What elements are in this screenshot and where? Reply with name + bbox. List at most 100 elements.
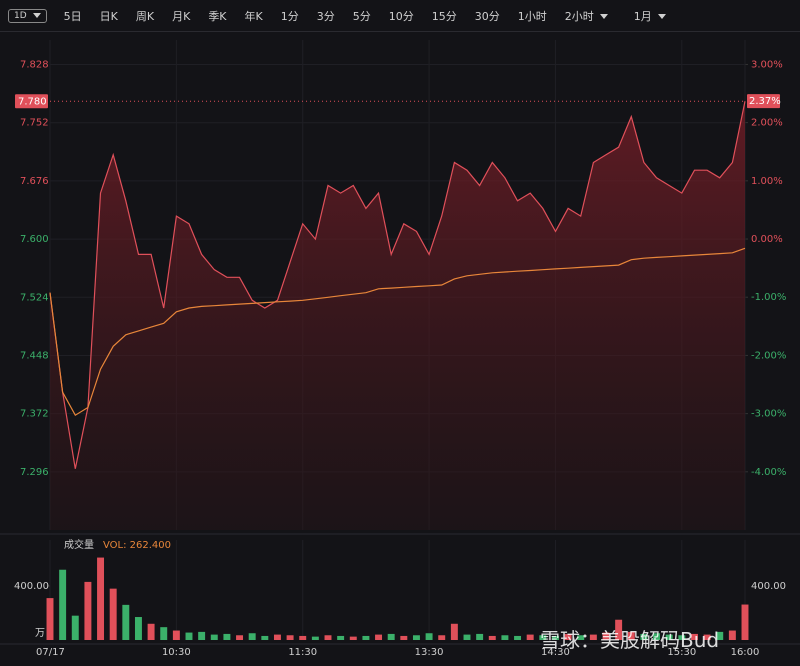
toolbar: 1D 5日 日K 周K 月K 季K 年K 1分 3分 5分 10分 15分 30分 1小时 2小时 1月 bbox=[0, 0, 800, 32]
toolbar-button[interactable]: 季K bbox=[208, 9, 227, 23]
volume-bar bbox=[615, 619, 623, 640]
volume-bar bbox=[488, 635, 496, 640]
y2-tick-label: -4.00% bbox=[751, 467, 786, 478]
volume-bar bbox=[311, 636, 319, 640]
toolbar-button[interactable]: 1分 bbox=[280, 9, 299, 23]
x-tick-label: 15:30 bbox=[667, 647, 696, 658]
volume-bar bbox=[172, 630, 180, 640]
volume-bar bbox=[349, 636, 357, 640]
volume-bar bbox=[400, 635, 408, 640]
toolbar-button[interactable]: 30分 bbox=[474, 9, 500, 23]
toolbar-button[interactable]: 年K bbox=[244, 9, 263, 23]
volume-bar bbox=[412, 635, 420, 640]
last-pct-label: 2.37% bbox=[749, 96, 781, 107]
volume-bar bbox=[299, 635, 307, 640]
toolbar-button[interactable]: 日K bbox=[99, 9, 118, 23]
volume-bar bbox=[147, 623, 155, 640]
y2-tick-label: 0.00% bbox=[751, 234, 783, 245]
y-tick-label: 7.524 bbox=[20, 292, 49, 303]
volume-bar bbox=[514, 635, 522, 640]
volume-bar bbox=[501, 635, 509, 640]
last-pct-box bbox=[747, 94, 780, 109]
volume-bar bbox=[653, 633, 661, 640]
volume-tick-label: 400.00 bbox=[14, 581, 49, 592]
volume-bar bbox=[198, 631, 206, 640]
volume-bar bbox=[627, 631, 635, 640]
volume-bar bbox=[46, 598, 54, 640]
volume-bar bbox=[362, 635, 370, 640]
y-tick-label: 7.676 bbox=[20, 176, 49, 187]
volume-bar bbox=[577, 635, 585, 640]
volume-bar bbox=[716, 631, 724, 640]
volume-bar bbox=[286, 635, 294, 640]
last-price-label: 7.780 bbox=[18, 96, 47, 107]
toolbar-button[interactable]: 周K bbox=[135, 9, 155, 23]
y2-tick-label: 3.00% bbox=[751, 59, 783, 70]
last-price-box bbox=[15, 94, 48, 109]
toolbar-button[interactable]: 15分 bbox=[431, 9, 457, 23]
volume-bar bbox=[690, 633, 698, 640]
volume-bar bbox=[539, 635, 547, 640]
volume-bar bbox=[665, 634, 673, 640]
volume-tick-label: 400.00 bbox=[751, 581, 786, 592]
y2-tick-label: 2.00% bbox=[751, 118, 783, 129]
volume-bar bbox=[185, 632, 193, 640]
x-tick-label: 14:30 bbox=[541, 647, 570, 658]
volume-bar bbox=[375, 634, 383, 640]
toolbar-button[interactable]: 月K bbox=[172, 9, 191, 23]
volume-bar bbox=[236, 635, 244, 640]
volume-bar bbox=[210, 634, 218, 640]
toolbar-button[interactable]: 2小时 bbox=[556, 8, 617, 24]
x-tick-label: 07/17 bbox=[36, 647, 65, 658]
toolbar-button[interactable]: 1小时 bbox=[517, 9, 547, 23]
toolbar-button[interactable]: 3分 bbox=[316, 9, 335, 23]
price-line bbox=[49, 101, 746, 469]
volume-bar bbox=[97, 557, 105, 640]
volume-bar bbox=[438, 635, 446, 640]
y-tick-label: 7.600 bbox=[20, 234, 49, 245]
y2-tick-label: 1.00% bbox=[751, 176, 783, 187]
volume-bar bbox=[678, 635, 686, 640]
x-tick-label: 11:30 bbox=[288, 647, 317, 658]
average-line bbox=[49, 247, 746, 417]
volume-bar bbox=[134, 617, 142, 640]
volume-bar bbox=[273, 634, 281, 640]
volume-bar bbox=[450, 623, 458, 640]
volume-bar bbox=[589, 634, 597, 640]
volume-bar bbox=[564, 633, 572, 640]
y-tick-label: 7.828 bbox=[20, 60, 49, 71]
y2-tick-label: -2.00% bbox=[751, 350, 786, 361]
toolbar-button[interactable]: 1月 bbox=[625, 8, 675, 24]
x-tick-label: 10:30 bbox=[162, 647, 191, 658]
volume-readout: VOL: 262.400 bbox=[103, 540, 171, 551]
toolbar-button[interactable]: 1D bbox=[8, 8, 47, 23]
volume-bar bbox=[324, 635, 332, 640]
y-tick-label: 7.448 bbox=[20, 350, 49, 361]
y-tick-label: 7.296 bbox=[20, 467, 49, 478]
volume-bar bbox=[109, 588, 117, 640]
volume-bar bbox=[728, 630, 736, 640]
volume-bar bbox=[526, 634, 534, 640]
volume-bar bbox=[71, 615, 79, 640]
volume-bar bbox=[387, 633, 395, 640]
toolbar-button[interactable]: 5日 bbox=[63, 9, 82, 23]
y-tick-label: 7.752 bbox=[20, 118, 49, 129]
y2-tick-label: -3.00% bbox=[751, 409, 786, 420]
volume-bar bbox=[476, 633, 484, 640]
volume-bar bbox=[248, 633, 256, 640]
watermark: 雪球：美股解码Bud bbox=[540, 628, 720, 652]
x-tick-label: 13:30 bbox=[415, 647, 444, 658]
volume-unit: 万 bbox=[35, 628, 45, 639]
volume-bar bbox=[703, 634, 711, 640]
y-tick-label: 7.372 bbox=[20, 409, 49, 420]
toolbar-button[interactable]: 5分 bbox=[352, 9, 371, 23]
x-tick-label: 16:00 bbox=[731, 647, 760, 658]
volume-bar bbox=[640, 633, 648, 640]
volume-bar bbox=[59, 569, 67, 640]
y2-tick-label: -1.00% bbox=[751, 292, 786, 303]
volume-bar bbox=[337, 635, 345, 640]
volume-bar bbox=[261, 635, 269, 640]
toolbar-button[interactable]: 10分 bbox=[388, 9, 414, 23]
